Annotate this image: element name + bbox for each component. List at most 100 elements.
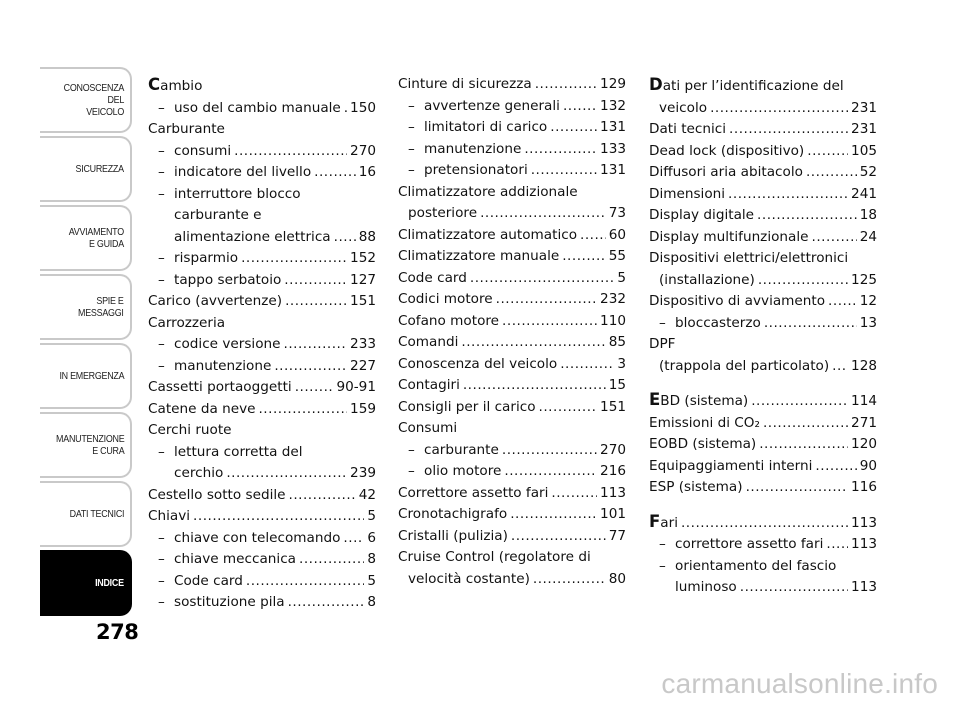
entry-label: Cofano motore — [398, 312, 500, 329]
page-ref[interactable]: 159 — [350, 400, 376, 417]
index-entry: Chiavi 5 — [148, 506, 376, 528]
index-entry: Cristalli (pulizia) 77 — [398, 526, 626, 548]
dash-marker: – — [158, 164, 165, 180]
page-ref[interactable]: 12 — [859, 293, 877, 309]
dot-leader — [806, 162, 857, 184]
page-ref[interactable]: 42 — [358, 486, 376, 503]
entry-label: chiave con telecomando — [174, 529, 341, 546]
page-ref[interactable]: 105 — [851, 142, 877, 159]
page-ref[interactable]: 150 — [350, 99, 376, 116]
page-ref[interactable]: 127 — [350, 271, 376, 288]
index-subentry: –risparmio 152 — [148, 248, 376, 270]
page-ref[interactable]: 128 — [851, 357, 877, 374]
dot-leader — [463, 375, 606, 397]
page-ref[interactable]: 132 — [600, 97, 626, 114]
page-ref[interactable]: 90 — [859, 457, 877, 474]
page-ref[interactable]: 151 — [600, 398, 626, 415]
index-entry: Climatizzatore manuale 55 — [398, 246, 626, 268]
tab-manutenzione-e-cura[interactable]: MANUTENZIONE E CURA — [40, 412, 132, 478]
page-ref[interactable]: 151 — [350, 293, 376, 309]
index-entry: Code card 5 — [398, 268, 626, 290]
page-ref[interactable]: 216 — [600, 463, 626, 479]
page-ref[interactable]: 131 — [600, 119, 626, 135]
index-entry: Cronotachigrafo 101 — [398, 504, 626, 526]
page-ref[interactable]: 113 — [851, 536, 877, 552]
page-ref[interactable]: 233 — [350, 336, 376, 352]
tab-spie-e-messaggi[interactable]: SPIE E MESSAGGI — [40, 274, 132, 340]
page-ref[interactable]: 88 — [358, 228, 376, 245]
page-ref[interactable]: 101 — [600, 506, 626, 522]
page-ref[interactable]: 133 — [600, 140, 626, 157]
page-ref[interactable]: 110 — [600, 312, 626, 329]
dot-leader — [274, 356, 347, 378]
dash-marker: – — [408, 463, 415, 479]
page-ref[interactable]: 80 — [608, 570, 626, 587]
page-ref[interactable]: 270 — [350, 142, 376, 159]
page-ref[interactable]: 241 — [851, 185, 877, 202]
dot-leader — [763, 413, 848, 435]
page-ref[interactable]: 90-91 — [336, 379, 376, 395]
dot-leader — [531, 160, 597, 182]
entry-label: Catene da neve — [148, 400, 256, 417]
index-subentry: –indicatore del livello 16 — [148, 162, 376, 184]
entry-label: Cristalli (pulizia) — [398, 527, 508, 544]
page-ref[interactable]: 8 — [367, 551, 376, 567]
page-ref[interactable]: 120 — [851, 436, 877, 452]
entry-label: Dispositivi elettrici/elettronici — [649, 250, 849, 266]
page-ref[interactable]: 129 — [600, 76, 626, 92]
tab-indice[interactable]: INDICE — [40, 550, 132, 616]
page-ref[interactable]: 13 — [859, 314, 877, 331]
page-ref[interactable]: 114 — [851, 393, 877, 409]
dash-marker: – — [158, 551, 165, 567]
page-ref[interactable]: 16 — [358, 164, 376, 180]
page-ref[interactable]: 8 — [367, 594, 376, 610]
page-ref[interactable]: 113 — [600, 484, 626, 501]
entry-label: pretensionatori — [424, 162, 528, 178]
page-ref[interactable]: 232 — [600, 291, 626, 307]
page-ref[interactable]: 52 — [859, 164, 877, 180]
tab-conoscenza-del-veicolo[interactable]: CONOSCENZA DEL VEICOLO — [40, 67, 132, 133]
page-ref[interactable]: 125 — [851, 271, 877, 288]
tab-sicurezza[interactable]: SICUREZZA — [40, 136, 132, 202]
page-ref[interactable]: 271 — [851, 414, 877, 431]
page-ref[interactable]: 6 — [367, 529, 376, 546]
index-entry: DPF — [649, 334, 877, 356]
page-ref[interactable]: 77 — [608, 527, 626, 544]
page-ref[interactable]: 231 — [851, 121, 877, 137]
page-ref[interactable]: 3 — [617, 355, 626, 372]
index-entry: Cambio — [148, 74, 376, 98]
page-ref[interactable]: 73 — [608, 205, 626, 221]
index-entry: Cestello sotto sedile 42 — [148, 485, 376, 507]
page-ref[interactable]: 116 — [851, 479, 877, 495]
dot-leader — [299, 549, 364, 571]
tab-label: INDICE — [95, 577, 124, 589]
section-tabs: CONOSCENZA DEL VEICOLO SICUREZZA AVVIAMENT… — [40, 67, 132, 619]
page-ref[interactable]: 24 — [859, 228, 877, 245]
page-ref[interactable]: 239 — [350, 465, 376, 481]
tab-in-emergenza[interactable]: IN EMERGENZA — [40, 343, 132, 409]
dot-leader — [826, 534, 848, 556]
page-ref[interactable]: 231 — [851, 99, 877, 116]
page-ref[interactable]: 5 — [367, 508, 376, 524]
page-ref[interactable]: 55 — [608, 248, 626, 264]
page-ref[interactable]: 5 — [617, 269, 626, 286]
page-ref[interactable]: 60 — [608, 226, 626, 243]
page-ref[interactable]: 270 — [600, 441, 626, 458]
page-ref[interactable]: 5 — [367, 572, 376, 589]
page-ref[interactable]: 85 — [608, 334, 626, 350]
dot-leader — [751, 391, 848, 413]
page-ref[interactable]: 131 — [600, 162, 626, 178]
entry-continuation: carburante e — [148, 205, 376, 227]
page-ref[interactable]: 113 — [851, 514, 877, 531]
tab-dati-tecnici[interactable]: DATI TECNICI — [40, 481, 132, 547]
index-subentry: –chiave con telecomando 6 — [148, 528, 376, 550]
page-ref[interactable]: 15 — [608, 377, 626, 393]
page-ref[interactable]: 113 — [851, 579, 877, 595]
page-ref[interactable]: 152 — [350, 250, 376, 266]
page-ref[interactable]: 227 — [350, 357, 376, 374]
index-entry: Equipaggiamenti interni 90 — [649, 456, 877, 478]
dot-leader — [284, 334, 348, 356]
tab-avviamento-e-guida[interactable]: AVVIAMENTO E GUIDA — [40, 205, 132, 271]
page-ref[interactable]: 18 — [859, 207, 877, 223]
index-subentry: – interruttore blocco — [148, 184, 376, 206]
